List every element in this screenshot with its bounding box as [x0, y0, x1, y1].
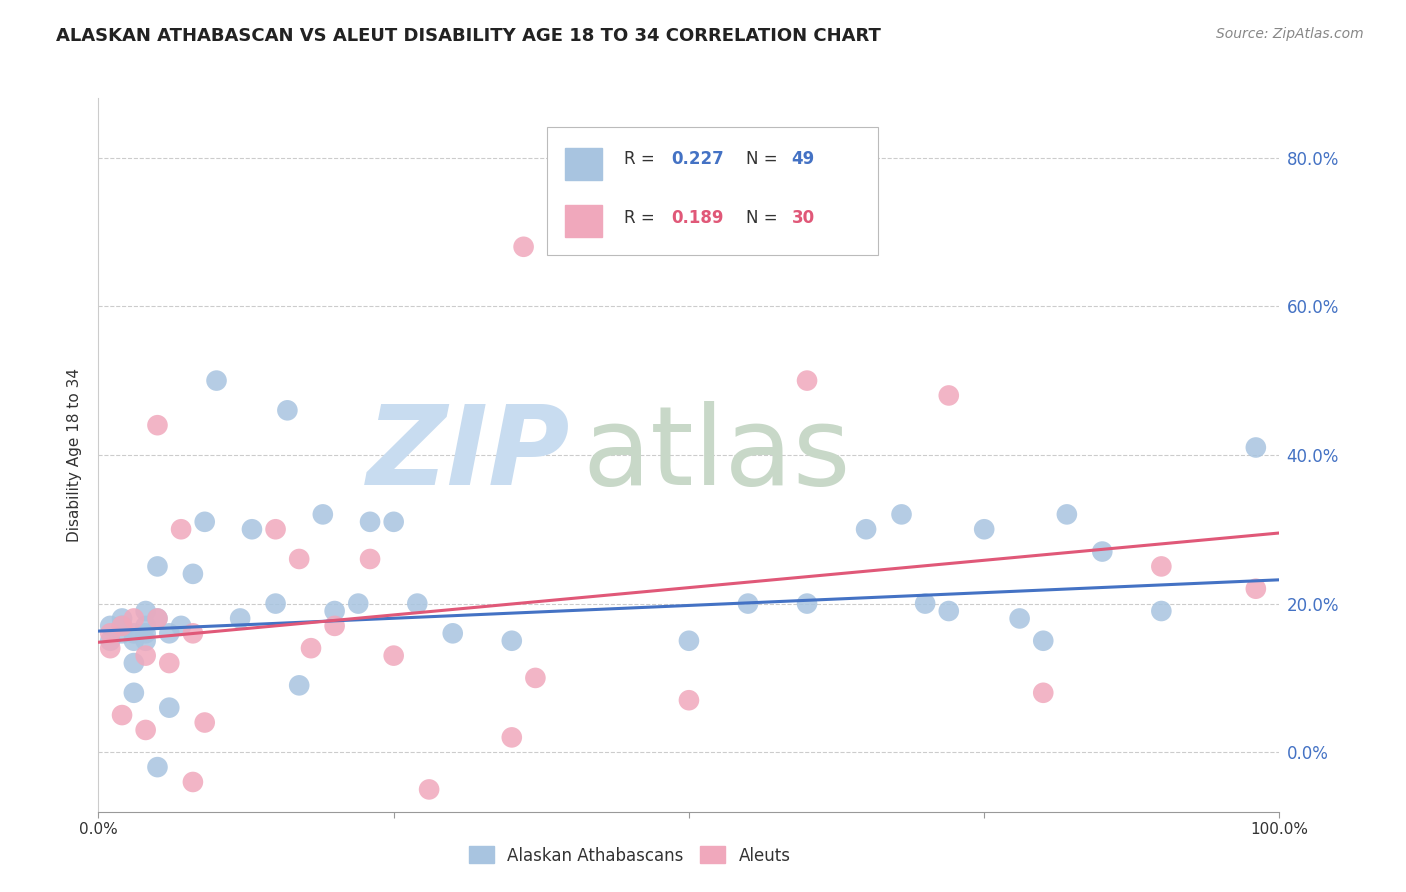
Text: ZIP: ZIP [367, 401, 571, 508]
Point [914, 597, 936, 611]
Point [122, 656, 145, 670]
Point [264, 597, 287, 611]
Point [205, 374, 228, 388]
Point [181, 566, 204, 581]
Point [1150, 559, 1173, 574]
Point [135, 648, 157, 663]
Point [890, 508, 912, 522]
Point [973, 522, 995, 536]
Point [1008, 611, 1031, 625]
Text: 30: 30 [792, 209, 815, 227]
Point [323, 604, 346, 618]
Point [938, 604, 960, 618]
Point [157, 656, 180, 670]
Point [122, 633, 145, 648]
Point [146, 611, 169, 625]
Point [312, 508, 335, 522]
Point [1244, 441, 1267, 455]
Point [98, 633, 121, 648]
Text: 0.189: 0.189 [671, 209, 724, 227]
Point [288, 678, 311, 692]
Point [98, 641, 121, 656]
Point [406, 597, 429, 611]
Point [98, 626, 121, 640]
Point [796, 597, 818, 611]
Point [194, 515, 217, 529]
Text: R =: R = [624, 209, 659, 227]
Y-axis label: Disability Age 18 to 34: Disability Age 18 to 34 [67, 368, 83, 542]
FancyBboxPatch shape [547, 127, 877, 255]
Point [135, 604, 157, 618]
Point [157, 700, 180, 714]
Bar [565, 205, 602, 237]
Point [146, 418, 169, 433]
Point [157, 626, 180, 640]
Point [855, 522, 877, 536]
Point [501, 633, 523, 648]
Point [276, 403, 298, 417]
Point [111, 611, 134, 625]
Text: N =: N = [745, 209, 783, 227]
Point [796, 374, 818, 388]
Point [678, 693, 700, 707]
Point [98, 619, 121, 633]
Point [1032, 686, 1054, 700]
Point [441, 626, 464, 640]
Text: atlas: atlas [582, 401, 851, 508]
Text: N =: N = [745, 150, 783, 168]
Point [170, 522, 193, 536]
Point [382, 515, 405, 529]
Point [524, 671, 547, 685]
Point [229, 611, 252, 625]
Point [181, 775, 204, 789]
Point [146, 611, 169, 625]
Point [264, 522, 287, 536]
Text: ALASKAN ATHABASCAN VS ALEUT DISABILITY AGE 18 TO 34 CORRELATION CHART: ALASKAN ATHABASCAN VS ALEUT DISABILITY A… [56, 27, 882, 45]
Point [111, 626, 134, 640]
Point [359, 552, 381, 566]
Point [1056, 508, 1078, 522]
Point [1032, 633, 1054, 648]
Text: 0.227: 0.227 [671, 150, 724, 168]
Point [135, 723, 157, 737]
Point [135, 626, 157, 640]
Point [194, 715, 217, 730]
Point [111, 708, 134, 723]
Point [240, 522, 263, 536]
Text: 49: 49 [792, 150, 815, 168]
Point [359, 515, 381, 529]
Point [122, 611, 145, 625]
Point [382, 648, 405, 663]
Point [111, 619, 134, 633]
Bar [565, 148, 602, 180]
Point [122, 626, 145, 640]
Point [146, 760, 169, 774]
Point [501, 731, 523, 745]
Point [418, 782, 440, 797]
Point [135, 619, 157, 633]
Point [323, 619, 346, 633]
Point [299, 641, 322, 656]
Point [512, 240, 534, 254]
Point [111, 619, 134, 633]
Legend: Alaskan Athabascans, Aleuts: Alaskan Athabascans, Aleuts [463, 839, 797, 871]
Point [135, 633, 157, 648]
Text: Source: ZipAtlas.com: Source: ZipAtlas.com [1216, 27, 1364, 41]
Point [1244, 582, 1267, 596]
Point [737, 597, 759, 611]
Point [938, 388, 960, 402]
Point [181, 626, 204, 640]
Point [678, 633, 700, 648]
Text: R =: R = [624, 150, 659, 168]
Point [347, 597, 370, 611]
Point [170, 619, 193, 633]
Point [288, 552, 311, 566]
Point [1150, 604, 1173, 618]
Point [122, 686, 145, 700]
Point [146, 559, 169, 574]
Point [1091, 544, 1114, 558]
